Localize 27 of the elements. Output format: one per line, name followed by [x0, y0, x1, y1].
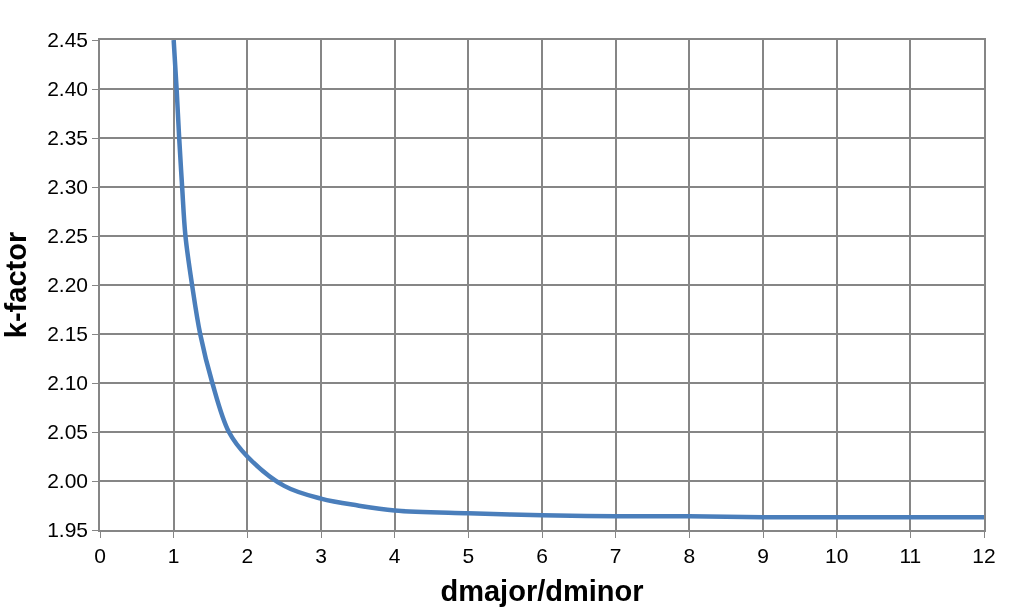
x-tick-label: 11	[899, 543, 922, 567]
x-tick-label: 1	[167, 543, 180, 567]
x-tick-label: 3	[315, 543, 327, 567]
y-tick-label: 2.45	[47, 28, 89, 52]
y-tick-label: 1.95	[47, 518, 89, 542]
y-tick-label: 2.35	[47, 126, 89, 150]
x-tick-label: 6	[536, 543, 548, 567]
y-tick-label: 2.25	[47, 224, 89, 248]
y-tick-label: 2.15	[47, 322, 89, 346]
x-tick-label: 0	[94, 543, 106, 567]
y-tick-label: 2.05	[47, 420, 89, 444]
x-tick-label: 8	[683, 543, 696, 567]
x-tick-label: 4	[388, 543, 401, 567]
x-tick-label: 2	[241, 543, 254, 567]
x-tick-label: 9	[757, 543, 769, 567]
x-tick-label: 12	[972, 543, 996, 567]
x-tick-label: 10	[824, 543, 849, 567]
y-tick-label: 2.40	[47, 77, 89, 101]
y-tick-label: 2.20	[47, 273, 89, 297]
y-tick-label: 2.10	[47, 371, 89, 395]
y-tick-label: 2.00	[47, 469, 89, 493]
y-axis-title: k-factor	[0, 231, 32, 339]
x-tick-label: 5	[462, 543, 475, 567]
line-series	[171, 40, 984, 520]
y-tick-label: 2.30	[47, 175, 89, 199]
x-axis-title: dmajor/dminor	[440, 575, 644, 608]
x-tick-label: 7	[609, 543, 622, 567]
